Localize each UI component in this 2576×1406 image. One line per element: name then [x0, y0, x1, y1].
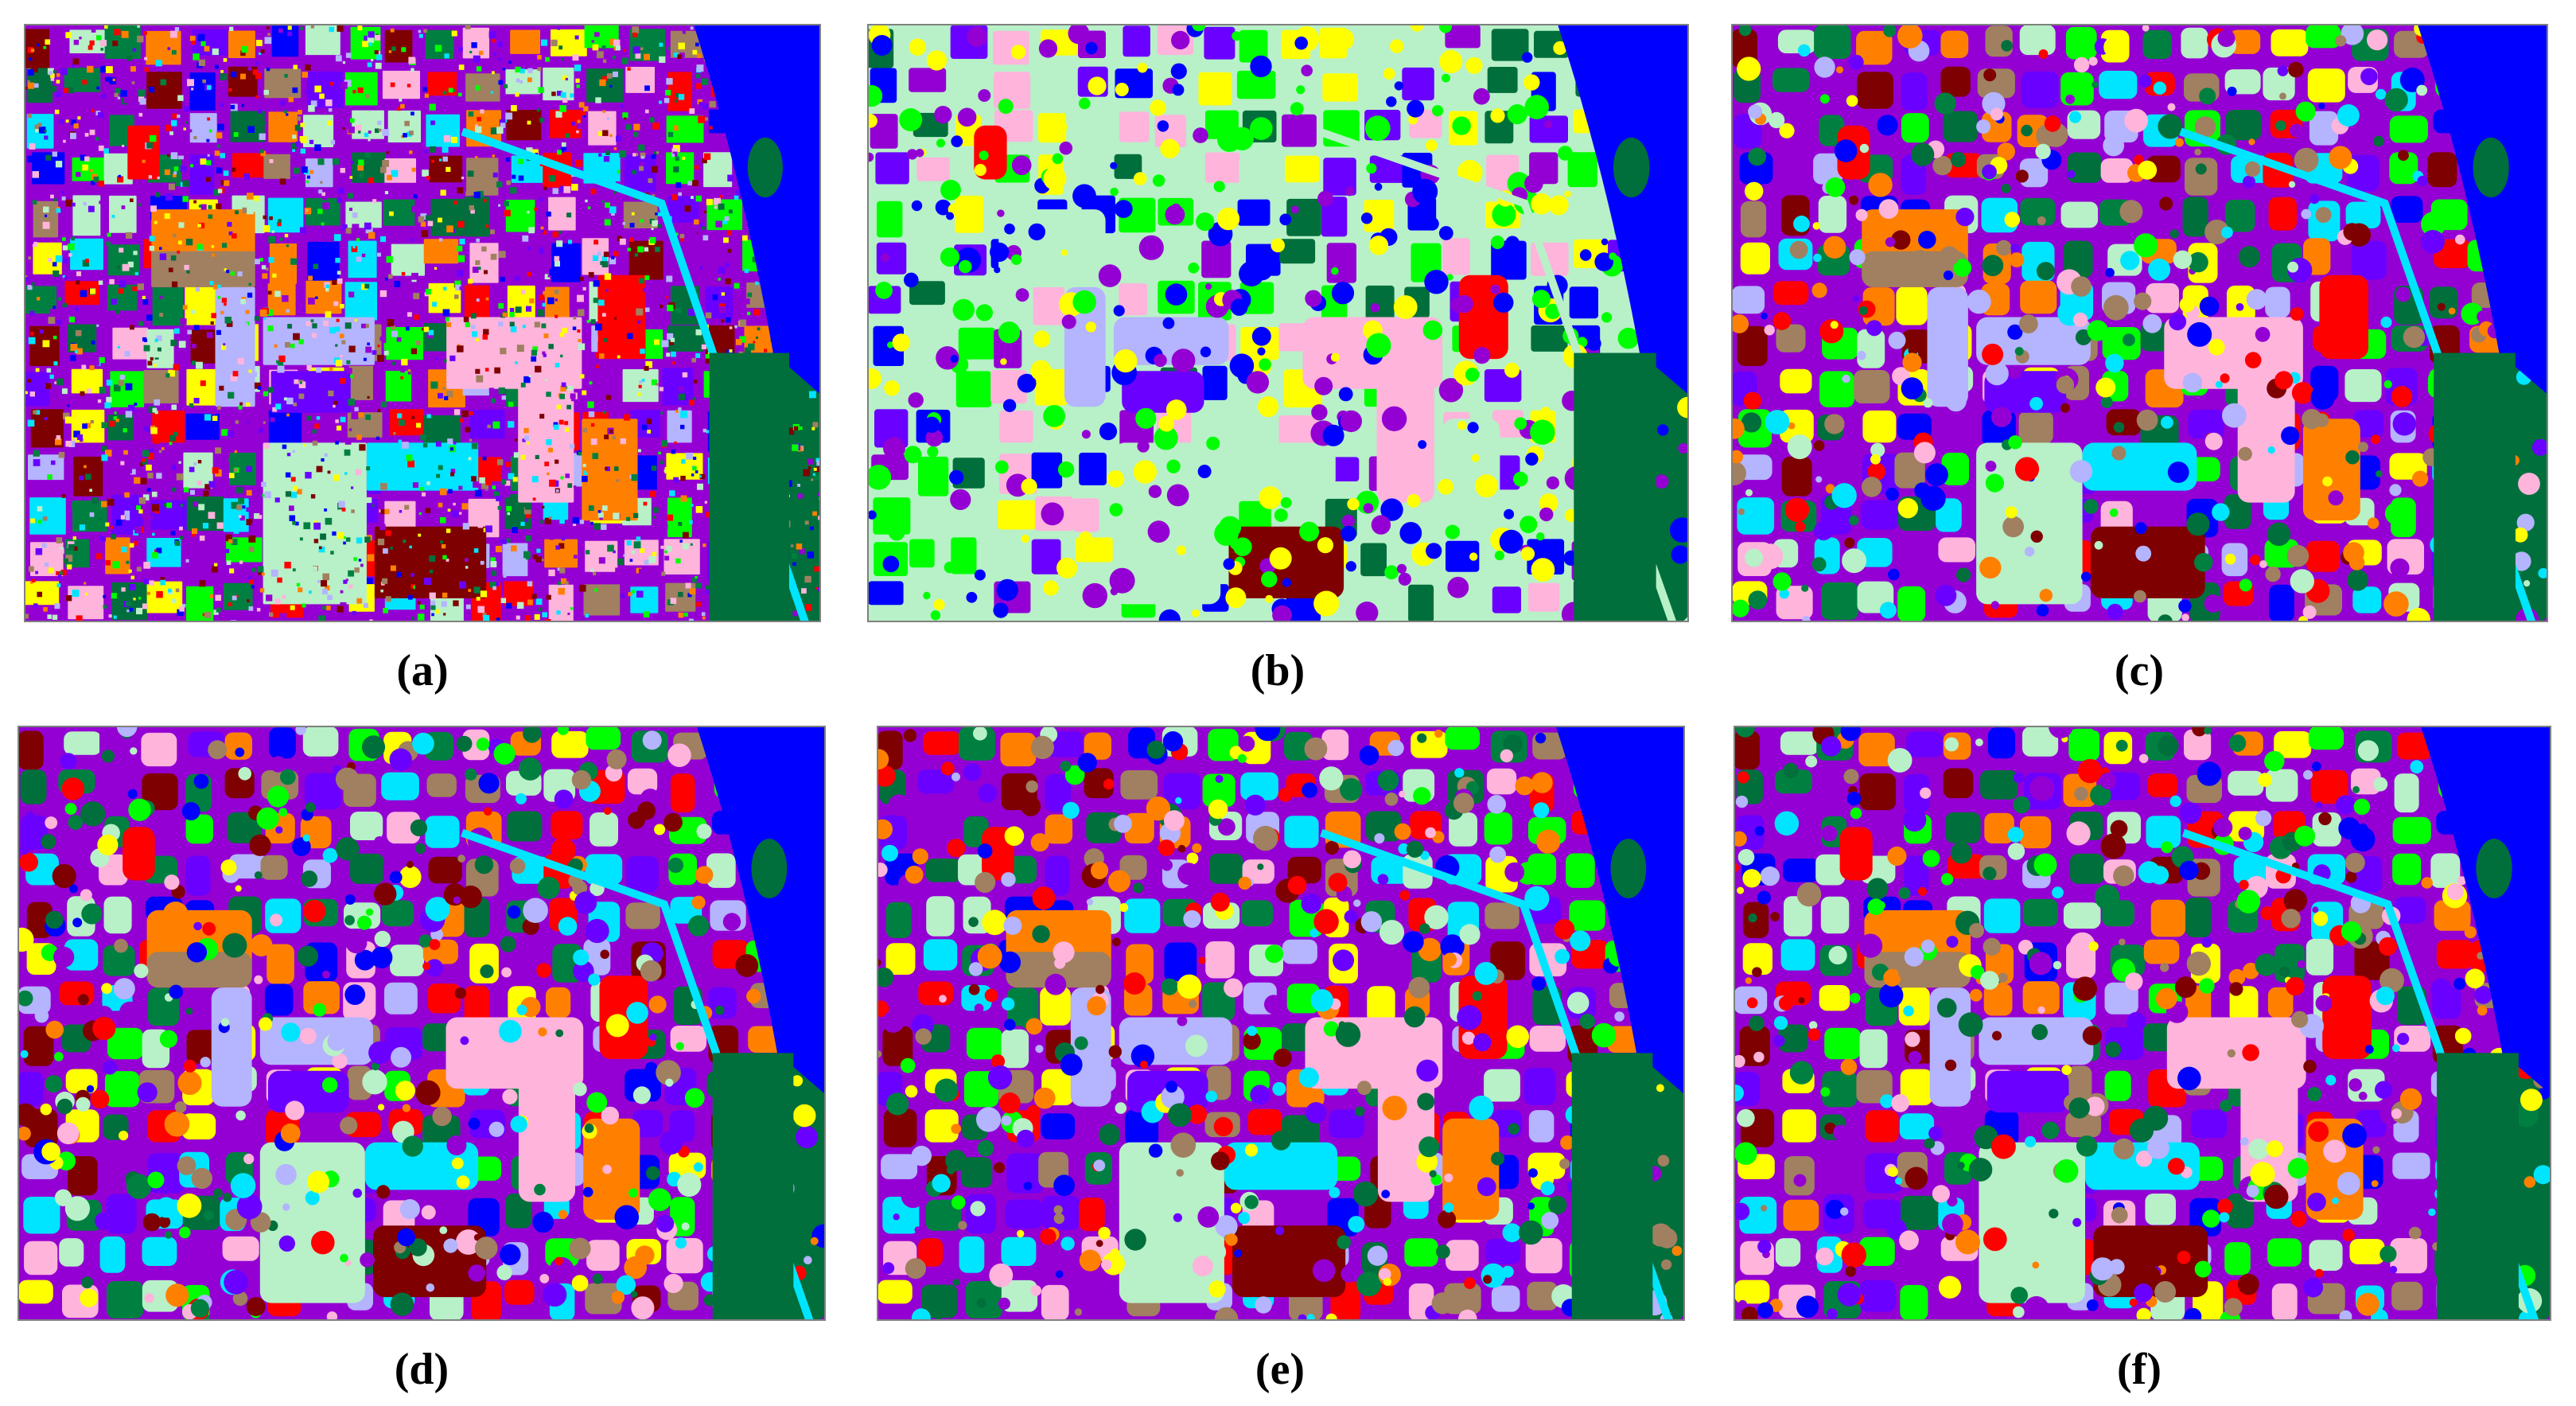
map-f-island: [2476, 839, 2512, 898]
map-a-forest: [709, 352, 789, 622]
map-a-island: [747, 137, 783, 198]
map-f-forest: [2437, 1053, 2519, 1321]
map-b-noise: [867, 24, 1689, 622]
map-e-forest: [1571, 1053, 1653, 1321]
classification-map-d: [18, 726, 826, 1321]
classification-map-b: [867, 24, 1689, 622]
map-d-svg: [18, 726, 826, 1321]
map-c-forest: [2434, 352, 2516, 622]
map-d-frame: [18, 726, 826, 1321]
map-c-svg: [1731, 24, 2548, 622]
map-a-svg: [24, 24, 821, 622]
classification-map-a: [24, 24, 821, 622]
map-d-water: [696, 726, 826, 1095]
map-f-svg: [1734, 726, 2551, 1321]
map-b-svg: [867, 24, 1689, 622]
map-c-island: [2473, 137, 2509, 198]
caption-f: (f): [2117, 1345, 2162, 1394]
map-f-water: [2420, 726, 2551, 1095]
map-b-forest: [1574, 352, 1656, 622]
caption-a: (a): [396, 646, 449, 695]
map-d-island: [751, 839, 788, 898]
map-a-water: [693, 24, 821, 395]
caption-d: (d): [394, 1345, 449, 1394]
map-c-water: [2417, 24, 2548, 395]
map-e-svg: [877, 726, 1685, 1321]
map-a-frame: [24, 24, 821, 622]
map-f-frame: [1734, 726, 2551, 1321]
caption-c: (c): [2114, 646, 2165, 695]
map-e-water: [1555, 726, 1685, 1095]
map-e-noise: [877, 726, 1685, 1321]
map-e-island: [1610, 839, 1647, 898]
classification-map-f: [1734, 726, 2551, 1321]
map-b-island: [1613, 137, 1650, 198]
map-d-forest: [712, 1053, 794, 1321]
map-e-frame: [877, 726, 1685, 1321]
map-f-noise: [1734, 726, 2551, 1321]
map-c-frame: [1731, 24, 2548, 622]
map-b-water: [1557, 24, 1689, 395]
caption-e: (e): [1255, 1345, 1306, 1394]
classification-map-c: [1731, 24, 2548, 622]
map-b-frame: [867, 24, 1689, 622]
caption-b: (b): [1250, 646, 1306, 695]
classification-map-e: [877, 726, 1685, 1321]
